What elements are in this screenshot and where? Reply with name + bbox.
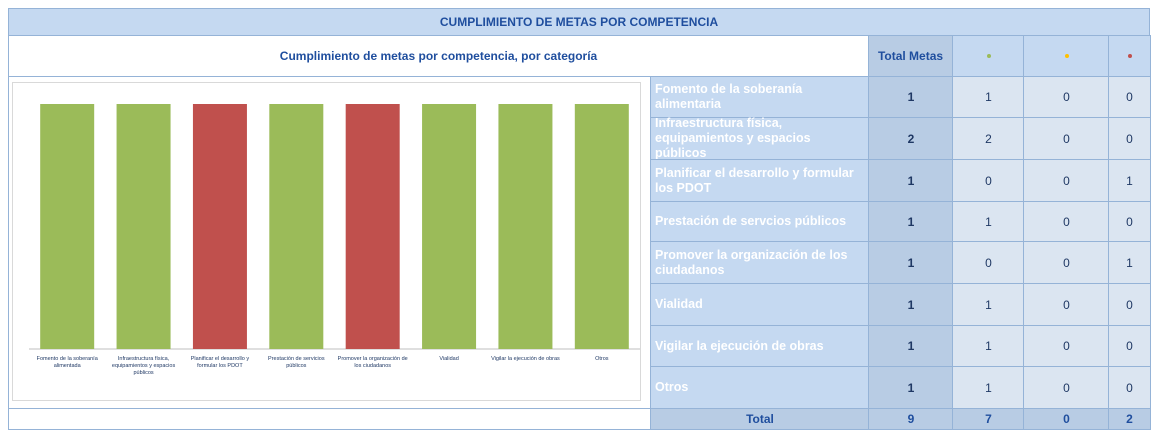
status-header	[1108, 35, 1151, 77]
status-dot	[1127, 54, 1132, 58]
row-value: 1	[952, 283, 1025, 326]
bar-segment	[422, 104, 477, 349]
status-header	[952, 35, 1025, 77]
x-tick-label: Infraestructura física, equipamientos y …	[111, 356, 176, 376]
row-value: 1	[1108, 159, 1151, 202]
row-value: 0	[952, 241, 1025, 284]
status-dot	[1064, 54, 1069, 58]
row-value: 1	[868, 283, 954, 326]
row-value: 1	[952, 366, 1025, 409]
status-header	[1023, 35, 1110, 77]
row-value: 0	[1023, 241, 1110, 284]
bar-segment	[574, 104, 629, 349]
row-name: Promover la organización de los ciudadan…	[650, 241, 870, 284]
row-value: 0	[1023, 76, 1110, 118]
row-name: Vigilar la ejecución de obras	[650, 325, 870, 367]
bar-segment	[498, 104, 553, 349]
row-value: 0	[1108, 201, 1151, 242]
row-value: 1	[868, 241, 954, 284]
row-value: 0	[1023, 159, 1110, 202]
total-label: Total	[650, 408, 870, 430]
row-value: 1	[952, 201, 1025, 242]
total-value: 7	[952, 408, 1025, 430]
row-value: 1	[1108, 241, 1151, 284]
row-value: 2	[868, 117, 954, 160]
row-value: 1	[868, 366, 954, 409]
row-name: Vialidad	[650, 283, 870, 326]
row-value: 0	[1023, 283, 1110, 326]
row-value: 0	[952, 159, 1025, 202]
bar-segment	[345, 104, 400, 349]
row-value: 0	[1023, 325, 1110, 367]
row-value: 0	[1108, 117, 1151, 160]
row-value: 0	[1108, 76, 1151, 118]
row-value: 1	[952, 325, 1025, 367]
bar-segment	[40, 104, 95, 349]
bar-segment	[192, 104, 247, 349]
title: CUMPLIMIENTO DE METAS POR COMPETENCIA	[8, 8, 1150, 36]
x-tick-label: Vigilar la ejecución de obras	[491, 356, 560, 362]
row-value: 2	[952, 117, 1025, 160]
bar-segment	[269, 104, 324, 349]
total-value: 9	[868, 408, 954, 430]
total-header: Total Metas	[868, 35, 953, 77]
row-name: Fomento de la soberanía alimentaria	[650, 76, 870, 118]
total-value: 0	[1023, 408, 1110, 430]
row-value: 1	[868, 325, 954, 367]
row-value: 1	[952, 76, 1025, 118]
row-value: 0	[1023, 117, 1110, 160]
status-dot	[986, 54, 991, 58]
x-tick-label: Otros	[595, 356, 609, 362]
x-tick-label: Prestación de servicios públicos	[268, 356, 325, 369]
row-name: Planificar el desarrollo y formular los …	[650, 159, 870, 202]
row-name: Prestación de servcios públicos	[650, 201, 870, 242]
x-tick-label: Planificar el desarrollo y formular los …	[190, 356, 250, 369]
row-value: 0	[1108, 366, 1151, 409]
row-value: 0	[1023, 366, 1110, 409]
row-name: Infraestructura física, equipamientos y …	[650, 116, 870, 160]
blank-cell	[8, 408, 651, 430]
bar-segment	[116, 104, 171, 349]
x-tick-label: Vialidad	[439, 356, 459, 362]
row-value: 1	[868, 76, 954, 118]
x-tick-label: Promover la organización de los ciudadan…	[337, 356, 408, 369]
row-name: Otros	[650, 366, 870, 409]
total-value: 2	[1108, 408, 1151, 430]
x-tick-label: Fomento de la soberanía alimentada	[36, 356, 98, 369]
row-value: 1	[868, 159, 954, 202]
chart	[12, 82, 641, 401]
subtitle: Cumplimiento de metas por competencia, p…	[8, 35, 869, 77]
row-value: 0	[1023, 201, 1110, 242]
row-value: 1	[868, 201, 954, 242]
row-value: 0	[1108, 325, 1151, 367]
row-value: 0	[1108, 283, 1151, 326]
